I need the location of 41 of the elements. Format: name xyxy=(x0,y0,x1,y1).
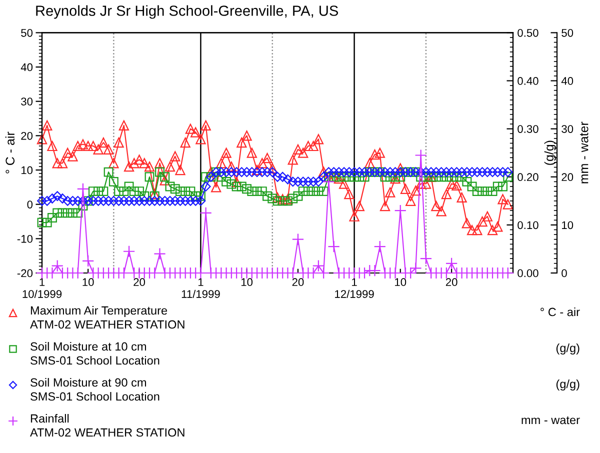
y-tick-label: 30 xyxy=(21,98,33,106)
x-tick-label: 1 12/1999 xyxy=(335,278,374,298)
y2-tick-label: 0.20 xyxy=(518,173,538,182)
y-tick-label: 0 xyxy=(27,200,33,208)
y-tick-label: 20 xyxy=(21,132,33,140)
y2-tick-label: 0.40 xyxy=(518,77,538,85)
text: ° C - air xyxy=(540,307,580,316)
y3-tick-label: 10 xyxy=(562,221,574,230)
y-axis-title: ° C - air xyxy=(5,132,15,174)
legend-label: Soil Moisture at 90 cm SMS-01 School Location xyxy=(30,378,160,401)
x-tick-label: 10 xyxy=(82,278,94,286)
y3-axis-title: mm - water xyxy=(580,122,588,184)
y-tick-label: 10 xyxy=(21,166,33,174)
x-tick-label: 10 xyxy=(395,278,406,286)
legend-label: Soil Moisture at 10 cm SMS-01 School Location xyxy=(30,342,160,365)
text: mm - water xyxy=(522,416,580,424)
y3-tick-label: 30 xyxy=(562,125,574,133)
text: (g/g) xyxy=(556,343,580,354)
y3-tick-label: 50 xyxy=(562,28,574,37)
y3-tick-label: 20 xyxy=(562,173,574,182)
y3-tick-label: 40 xyxy=(561,77,574,85)
y2-tick-label: 0.30 xyxy=(518,125,538,133)
y2-axis-title: (g/g) xyxy=(544,140,556,165)
x-tick-label: 10 xyxy=(241,278,253,286)
y2-tick-label: 0.10 xyxy=(518,221,538,230)
x-tick-label: 1 11/1999 xyxy=(182,278,220,298)
text: (g/g) xyxy=(556,379,580,391)
legend-label: Maximum Air Temperature ATM-02 WEATHER STATION xyxy=(30,306,184,329)
x-tick-label: 20 xyxy=(292,278,304,286)
y-tick-label: -10 xyxy=(17,234,33,243)
x-tick-label: 20 xyxy=(446,278,458,286)
y-tick-label: -20 xyxy=(17,269,33,278)
y-tick-label: 50 xyxy=(21,28,33,37)
x-tick-label: 20 xyxy=(134,278,146,286)
chart-title: Reynolds Jr Sr High School-Greenville, PA, US xyxy=(36,5,338,19)
y3-tick-label: 0 xyxy=(562,269,567,278)
y-tick-label: 40 xyxy=(20,63,33,72)
y2-tick-label: 0.00 xyxy=(518,269,538,278)
x-tick-label: 1 10/1999 xyxy=(22,278,62,298)
y2-tick-label: 0.50 xyxy=(518,28,538,37)
legend-label: Rainfall ATM-02 WEATHER STATION xyxy=(30,414,184,437)
